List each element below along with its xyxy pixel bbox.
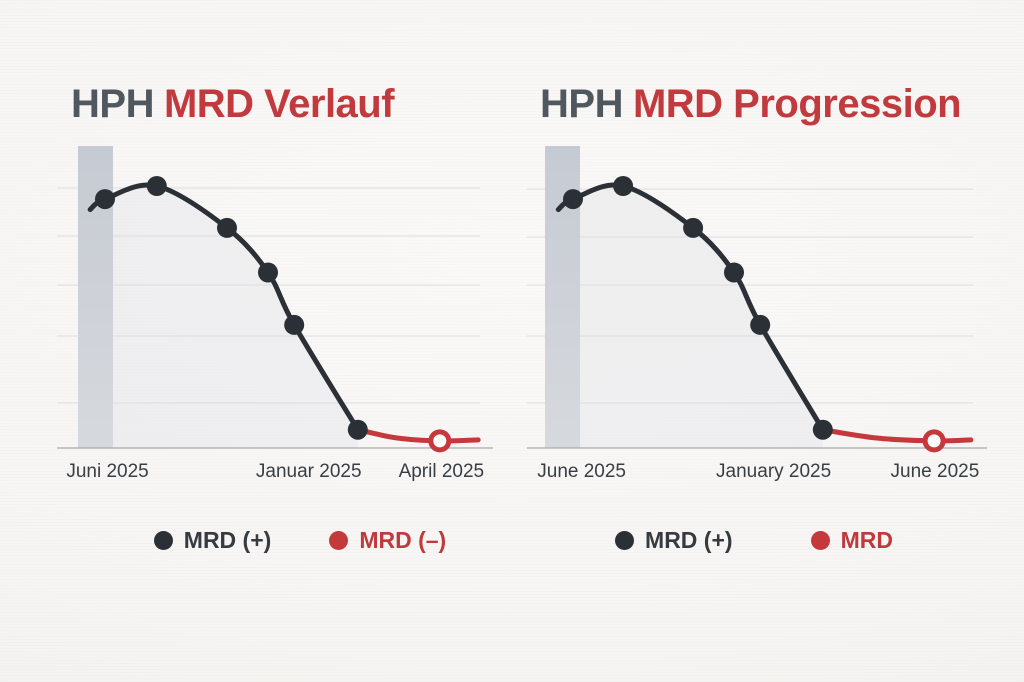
legend-label: MRD (–) bbox=[359, 526, 447, 553]
data-point-marker bbox=[683, 217, 704, 238]
legend-item-mrd: MRD bbox=[810, 526, 893, 554]
data-point-marker bbox=[613, 176, 634, 196]
x-tick-label: January 2025 bbox=[716, 461, 832, 482]
legend-item-mrd-positive: MRD (+) bbox=[615, 527, 733, 554]
x-tick-label: June 2025 bbox=[537, 461, 626, 482]
legend-item-mrd-positive: MRD (+) bbox=[153, 526, 272, 554]
area-fill bbox=[558, 185, 823, 448]
title-main: MRD Verlauf bbox=[163, 82, 395, 126]
data-point-marker bbox=[563, 189, 583, 210]
open-circle-marker bbox=[922, 429, 946, 453]
data-point-marker bbox=[724, 262, 744, 283]
mrd-positive-dot-icon bbox=[153, 530, 173, 550]
data-point-marker bbox=[217, 217, 237, 238]
x-tick-label: June 2025 bbox=[890, 461, 980, 482]
data-point-marker bbox=[750, 314, 771, 335]
data-point-marker bbox=[347, 419, 368, 440]
area-fill bbox=[90, 185, 358, 448]
data-point-marker bbox=[812, 419, 833, 440]
x-tick-label: April 2025 bbox=[398, 461, 485, 482]
mrd-positive-dot-icon bbox=[615, 530, 635, 550]
data-point-marker bbox=[284, 314, 305, 335]
mrd-positive-line bbox=[555, 182, 826, 433]
title-prefix: HPH bbox=[71, 82, 154, 126]
chart-svg-0 bbox=[57, 146, 493, 453]
mrd-negative-dot-icon bbox=[329, 530, 349, 550]
legend-label: MRD (+) bbox=[183, 526, 272, 553]
data-point-marker bbox=[258, 262, 278, 283]
legend-label: MRD bbox=[840, 526, 893, 553]
mrd-dot-icon bbox=[810, 530, 830, 550]
mrd-negative-line bbox=[820, 427, 974, 444]
data-point-marker bbox=[146, 176, 167, 196]
legend-label: MRD (+) bbox=[645, 526, 733, 553]
legend-item-mrd-negative: MRD (–) bbox=[329, 527, 446, 554]
mrd-negative-line bbox=[355, 427, 481, 444]
start-period-bar bbox=[545, 146, 580, 448]
chart-svg-1 bbox=[527, 146, 987, 453]
x-tick-label: Juni 2025 bbox=[66, 461, 149, 482]
chart-title-right: HPH MRD Progression bbox=[540, 82, 962, 126]
start-period-bar bbox=[78, 146, 113, 448]
chart-panel-right: HPH MRD Progression June 2025 January 202… bbox=[512, 0, 1024, 682]
chart-title-left: HPH MRD Verlauf bbox=[71, 82, 395, 126]
title-prefix: HPH bbox=[540, 82, 623, 126]
legend-right: MRD (+) MRD bbox=[498, 524, 1010, 556]
chart-panel-left: HPH MRD Verlauf Juni 2025 Januar 2025 Apr… bbox=[57, 82, 493, 553]
open-circle-marker bbox=[428, 429, 452, 453]
mrd-positive-line bbox=[87, 182, 361, 433]
x-tick-label: Januar 2025 bbox=[255, 461, 362, 482]
data-point-marker bbox=[95, 189, 115, 210]
title-main: MRD Progression bbox=[632, 82, 962, 126]
legend-left: MRD (+) MRD (–) bbox=[44, 524, 556, 556]
